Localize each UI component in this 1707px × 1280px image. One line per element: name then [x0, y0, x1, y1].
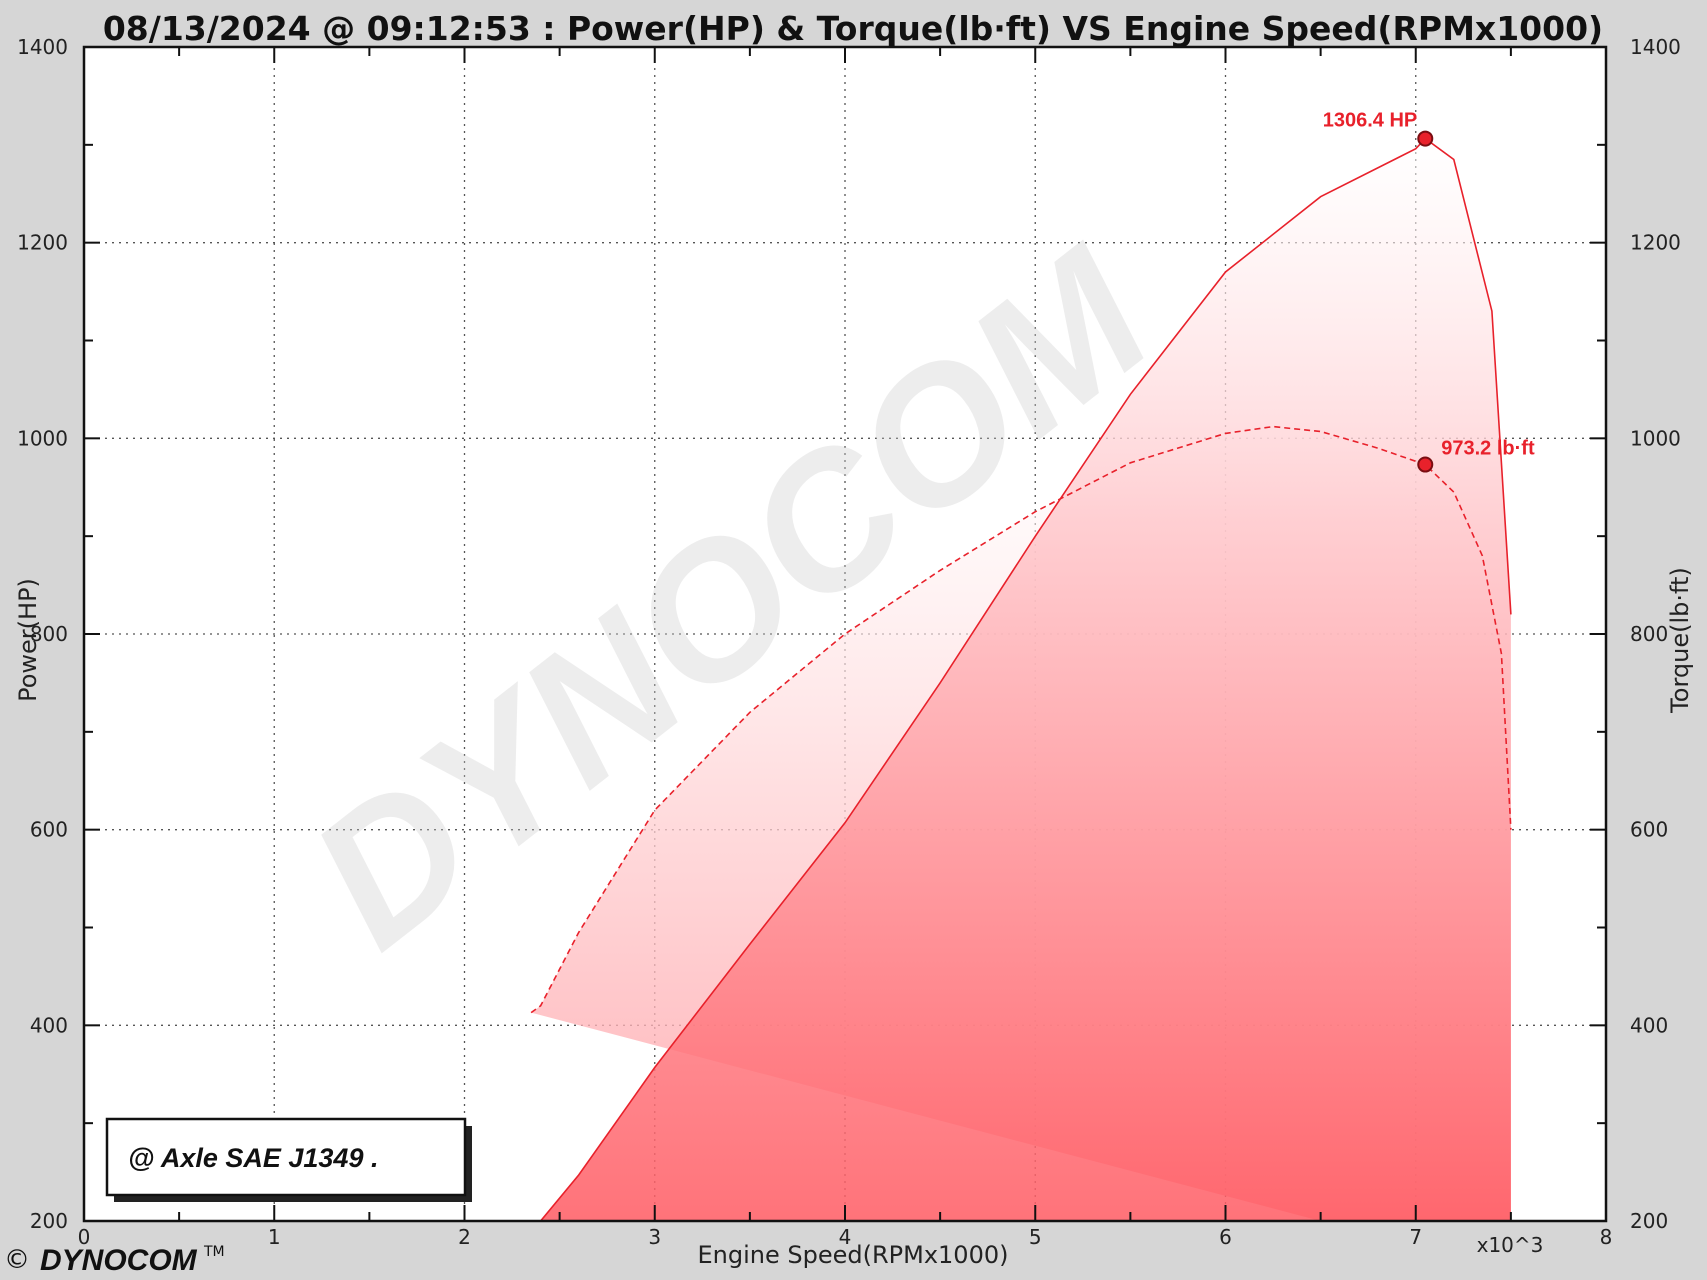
x-tick-label: 5 — [1029, 1225, 1042, 1249]
y-axis-label-left: Power(HP) — [14, 578, 42, 702]
y-tick-label-right: 1400 — [1630, 35, 1681, 59]
x-tick-label: 1 — [268, 1225, 281, 1249]
badge-box — [105, 1117, 467, 1197]
peak-markers: 1306.4 HP 973.2 lb·ft — [1323, 110, 1535, 473]
y-axis-label-right: Torque(lb·ft) — [1666, 567, 1694, 714]
dynocom-logo: DYNOCOM — [40, 1244, 198, 1277]
peak-label-torque: 973.2 lb·ft — [1441, 438, 1535, 460]
y-tick-label-right: 400 — [1630, 1013, 1668, 1037]
y-tick-label-left: 400 — [30, 1013, 68, 1037]
chart-title: 08/13/2024 @ 09:12:53 : Power(HP) & Torq… — [103, 9, 1603, 48]
y-tick-label-right: 800 — [1630, 622, 1668, 646]
trademark-symbol: TM — [203, 1244, 225, 1260]
y-tick-label-left: 800 — [30, 622, 68, 646]
y-tick-label-left: 600 — [30, 818, 68, 842]
standard-badge: @ Axle SAE J1349 . — [105, 1117, 472, 1202]
x-tick-label: 0 — [78, 1225, 91, 1249]
y-tick-label-left: 200 — [30, 1209, 68, 1233]
tick-labels: 0 1 2 3 4 5 6 7 8 200 200 400 400 600 600 800 800 1000 100… — [17, 35, 1681, 1249]
peak-marker-torque — [1417, 456, 1434, 473]
footer-logo: © DYNOCOM TM — [4, 1244, 225, 1277]
copyright-symbol: © — [4, 1245, 30, 1275]
y-tick-label-right: 1200 — [1630, 231, 1681, 255]
axis-ticks — [83, 46, 1607, 1222]
peak-marker-power — [1417, 130, 1434, 147]
y-tick-label-right: 1000 — [1630, 426, 1681, 450]
y-tick-label-left: 1400 — [17, 35, 68, 59]
x-tick-label: 3 — [648, 1225, 661, 1249]
y-tick-label-right: 600 — [1630, 818, 1668, 842]
x-unit-note: x10^3 — [1477, 1233, 1544, 1257]
y-tick-label-right: 200 — [1630, 1209, 1668, 1233]
y-tick-label-left: 1200 — [17, 231, 68, 255]
peak-label-power: 1306.4 HP — [1323, 110, 1418, 132]
y-tick-label-left: 1000 — [17, 426, 68, 450]
x-axis-label: Engine Speed(RPMx1000) — [698, 1241, 1009, 1269]
power-area-fill — [540, 138, 1511, 1221]
x-tick-label: 8 — [1600, 1225, 1613, 1249]
x-tick-label: 4 — [839, 1225, 852, 1249]
x-tick-label: 7 — [1409, 1225, 1422, 1249]
torque-series-line — [530, 425, 1512, 1014]
badge-text: @ Axle SAE J1349 . — [128, 1143, 378, 1173]
power-series-line — [539, 137, 1512, 1221]
x-tick-label: 6 — [1219, 1225, 1232, 1249]
x-tick-label: 2 — [458, 1225, 471, 1249]
